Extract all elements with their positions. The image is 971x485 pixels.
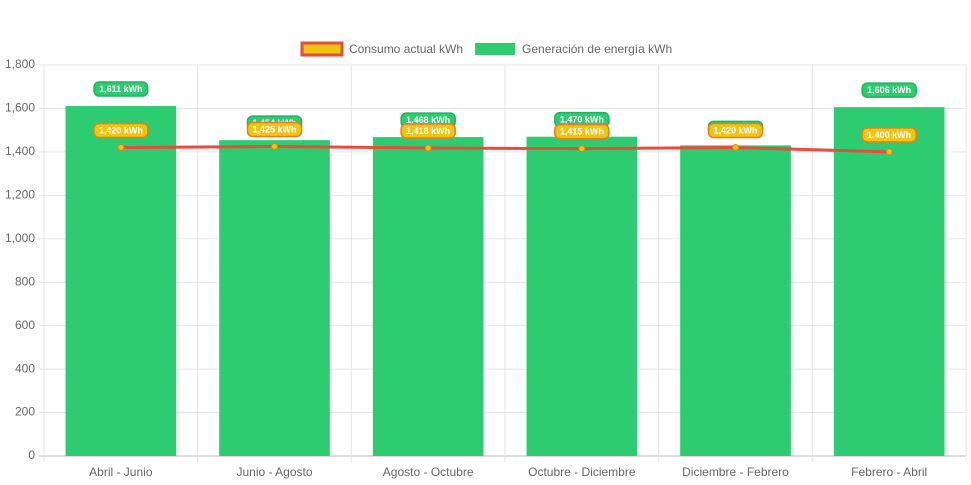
- y-tick-label: 1,800: [5, 57, 35, 71]
- data-label-bg: [93, 122, 149, 139]
- data-label-text: 1,425 kWh: [252, 124, 296, 134]
- data-label-text: 1,468 kWh: [406, 115, 450, 125]
- y-tick-label: 1,200: [5, 188, 35, 202]
- y-tick-label: 400: [15, 361, 35, 375]
- data-label: 1,611 kWh: [93, 81, 149, 97]
- point: [117, 144, 125, 152]
- data-label: 1,418 kWh: [400, 123, 456, 139]
- data-label: 1,400 kWh: [861, 127, 917, 143]
- legend-swatch: [300, 41, 344, 57]
- legend-label: Generación de energía kWh: [522, 42, 672, 56]
- data-label-bg: [861, 82, 917, 98]
- x-tick-label: Junio - Agosto: [236, 465, 312, 479]
- data-label-text: 1,418 kWh: [406, 126, 450, 136]
- data-label-text: 1,400 kWh: [867, 130, 911, 140]
- point: [424, 144, 432, 152]
- data-label: 1,425 kWh: [246, 121, 303, 138]
- data-label: 1,420 kWh: [707, 122, 764, 139]
- data-label-bg: [861, 127, 917, 143]
- y-tick-label: 1,000: [5, 231, 35, 245]
- data-label-bg: [246, 121, 303, 138]
- legend-item[interactable]: Consumo actual kWh: [300, 41, 463, 57]
- data-label-bg: [400, 123, 456, 139]
- data-label-bg: [93, 81, 149, 97]
- x-tick-label: Febrero - Abril: [851, 465, 927, 479]
- data-label: 1,606 kWh: [861, 82, 917, 98]
- legend-label: Consumo actual kWh: [349, 42, 463, 56]
- bar: [680, 145, 791, 456]
- bar: [372, 137, 484, 456]
- legend-swatch: [475, 43, 516, 55]
- y-tick-label: 0: [28, 448, 35, 462]
- data-label-text: 1,415 kWh: [560, 127, 604, 137]
- y-tick-label: 800: [15, 274, 35, 288]
- data-label-text: 1,606 kWh: [867, 85, 911, 95]
- data-label-bg: [554, 123, 610, 140]
- data-label-text: 1,611 kWh: [99, 84, 143, 94]
- y-tick-label: 1,600: [5, 101, 35, 115]
- x-tick-label: Octubre - Diciembre: [528, 465, 636, 479]
- y-tick-label: 1,400: [5, 144, 35, 158]
- line: [120, 144, 890, 154]
- data-label-text: 1,420 kWh: [713, 125, 757, 135]
- point: [732, 144, 739, 152]
- x-tick-label: Agosto - Octubre: [383, 465, 474, 479]
- point: [578, 145, 586, 153]
- bar: [219, 140, 330, 457]
- point: [885, 148, 893, 156]
- data-label: 1,420 kWh: [93, 122, 149, 139]
- data-label-bg: [707, 122, 764, 139]
- bar: [526, 136, 638, 456]
- y-tick-label: 600: [15, 318, 35, 332]
- x-tick-label: Diciembre - Febrero: [682, 465, 789, 479]
- data-label: 1,415 kWh: [554, 123, 610, 140]
- y-tick-label: 200: [15, 405, 35, 419]
- data-label-text: 1,420 kWh: [99, 125, 143, 135]
- point: [271, 142, 278, 150]
- legend-item[interactable]: Generación de energía kWh: [475, 42, 672, 56]
- bar: [833, 107, 945, 456]
- data-label-text: 1,470 kWh: [560, 115, 604, 125]
- bar: [65, 106, 177, 457]
- x-tick-label: Abril - Junio: [89, 465, 153, 479]
